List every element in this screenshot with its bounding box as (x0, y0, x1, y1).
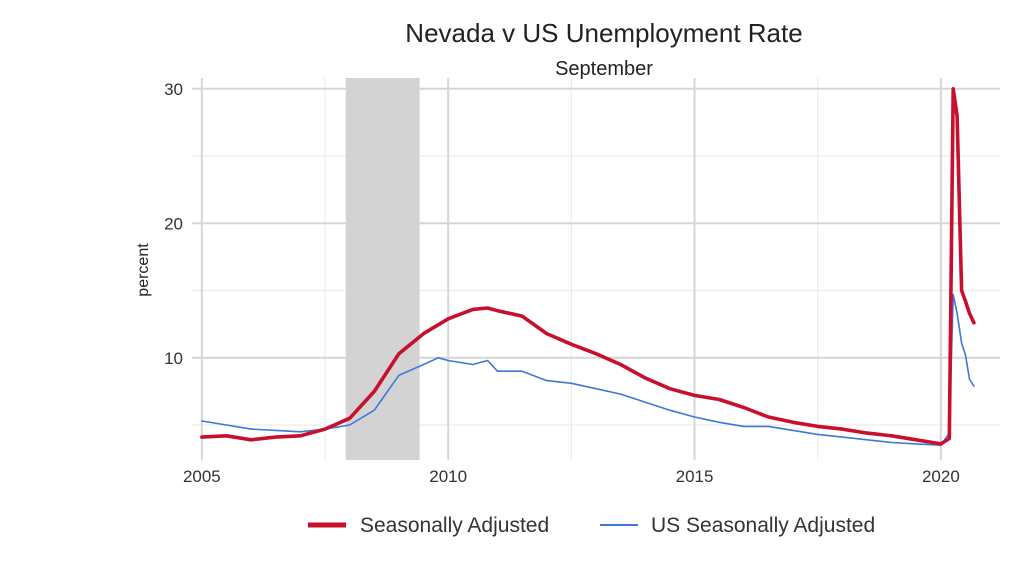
y-axis-title: percent (135, 243, 152, 297)
recession-band (345, 78, 420, 460)
chart-subtitle: September (555, 58, 653, 80)
x-tick-label: 2005 (183, 467, 221, 486)
x-tick-label: 2020 (922, 467, 960, 486)
legend: Seasonally Adjusted US Seasonally Adjust… (308, 514, 875, 537)
legend-label-us-seasonally-adjusted: US Seasonally Adjusted (651, 514, 875, 537)
series-line-seasonally-adjusted (200, 87, 976, 446)
y-tick-label: 10 (164, 349, 183, 368)
legend-label-seasonally-adjusted: Seasonally Adjusted (360, 514, 549, 537)
chart-title: Nevada v US Unemployment Rate (405, 18, 803, 48)
x-tick-label: 2015 (676, 467, 714, 486)
y-tick-label: 30 (164, 80, 183, 99)
series-line-us-seasonally-adjusted (201, 293, 975, 447)
x-tick-label: 2010 (429, 467, 467, 486)
y-tick-label: 20 (164, 214, 183, 233)
